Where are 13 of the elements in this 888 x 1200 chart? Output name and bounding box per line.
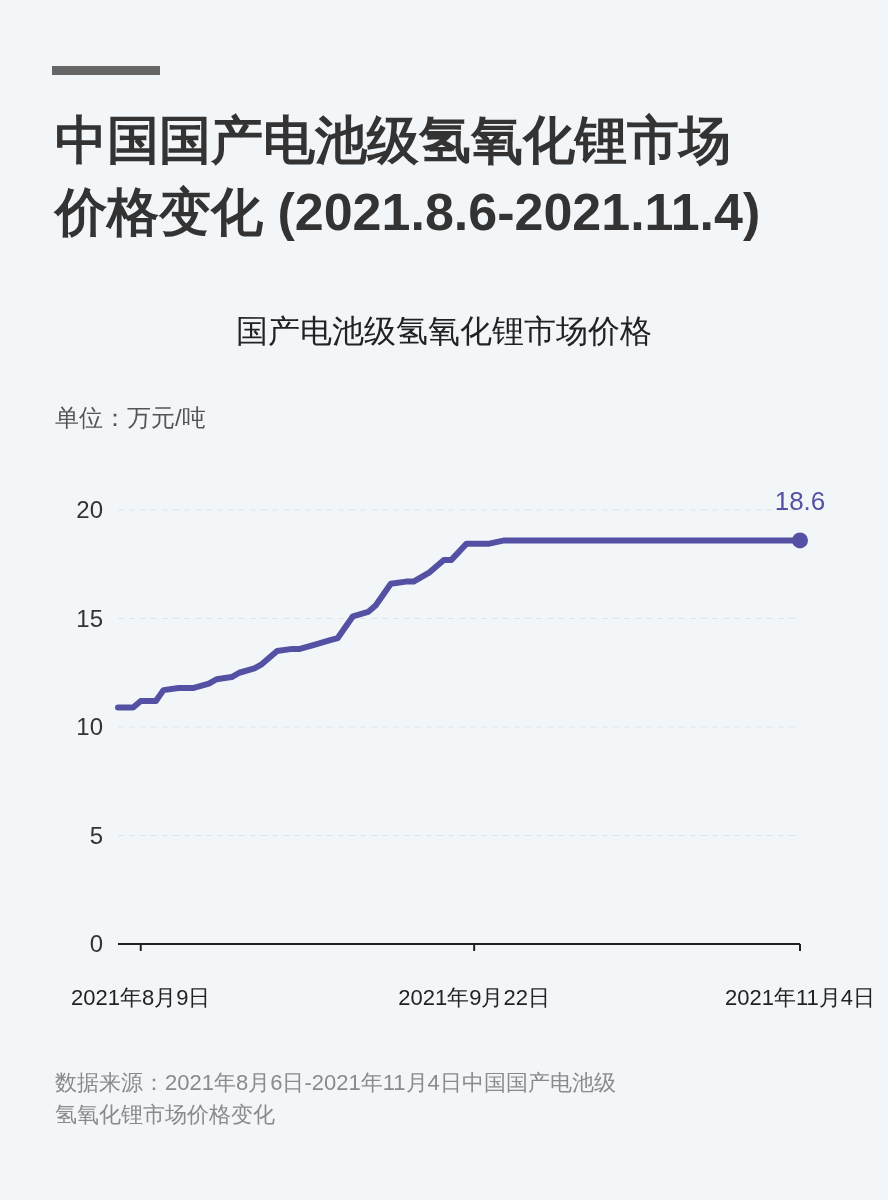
y-tick-label: 20: [76, 496, 103, 523]
chart-title: 中国国产电池级氢氧化锂市场价格变化 (2021.8.6-2021.11.4): [53, 111, 761, 241]
chart-subtitle: 国产电池级氢氧化锂市场价格: [236, 313, 652, 349]
y-tick-label: 15: [76, 604, 103, 632]
data-label: 18.6: [774, 486, 826, 517]
y-tick-label: 0: [89, 930, 103, 957]
source-note: 数据来源：2021年8月6日-2021年11月4日中国国产电池级氢氧化锂市场价格变化: [55, 1070, 616, 1127]
y-tick-label: 5: [89, 821, 103, 849]
y-axis-title: 单位：万元/吨: [55, 404, 206, 431]
y-tick-label: 10: [76, 713, 103, 740]
x-tick-label: 2021年8月9日: [71, 985, 211, 1010]
x-tick-label: 2021年11月4日: [724, 985, 876, 1010]
x-tick-label: 2021年9月22日: [398, 985, 550, 1010]
